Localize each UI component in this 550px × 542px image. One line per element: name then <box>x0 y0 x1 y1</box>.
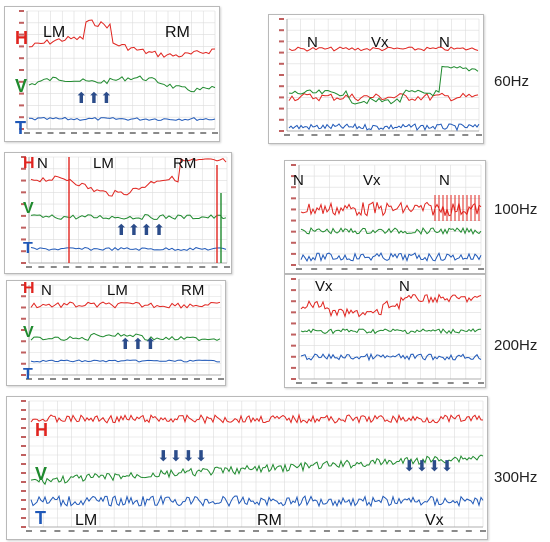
marker-vx: Vx <box>425 512 444 529</box>
t-trace <box>300 251 482 263</box>
trace-panel-100hz-right: N Vx N <box>284 160 486 274</box>
trace-plot <box>291 164 484 270</box>
v-trace <box>30 332 221 342</box>
h-trace <box>30 413 484 425</box>
v-trace <box>300 226 482 236</box>
arrow-markers-right: ⬇⬇⬇⬇ <box>403 458 454 475</box>
trace-panel-200hz-right: Vx N <box>284 274 486 388</box>
channel-label-v: V <box>15 76 28 96</box>
trace-plot <box>279 18 482 136</box>
channel-label-v: V <box>35 464 48 484</box>
frequency-label-300hz: 300Hz <box>494 469 538 486</box>
v-trace <box>30 213 227 221</box>
trace-panel-60hz-right: N Vx N <box>268 14 484 144</box>
frequency-label-200hz: 200Hz <box>494 337 538 354</box>
trace-plot <box>19 10 218 134</box>
trace-plot <box>21 284 224 380</box>
channel-label-t: T <box>23 366 33 383</box>
marker-n: N <box>37 155 48 172</box>
marker-rm: RM <box>257 512 282 529</box>
marker-lm: LM <box>43 24 66 41</box>
t-trace <box>30 494 484 508</box>
marker-n: N <box>399 278 410 295</box>
h-trace <box>28 19 216 58</box>
v-trace <box>28 75 216 93</box>
channel-label-t: T <box>15 118 26 138</box>
marker-lm: LM <box>93 155 114 172</box>
channel-label-h: H <box>35 420 48 440</box>
marker-n: N <box>307 34 318 51</box>
frequency-label-60hz: 60Hz <box>494 73 530 90</box>
trace-panel-200hz-left: H V T N LM RM ⬆⬆⬆ <box>6 280 226 386</box>
trace-plot <box>291 278 484 384</box>
channel-label-t: T <box>35 508 46 528</box>
channel-label-v: V <box>23 324 34 341</box>
trace-plot <box>21 156 230 268</box>
h-trace <box>288 46 479 52</box>
h-trace <box>30 301 221 309</box>
marker-vx: Vx <box>371 34 389 51</box>
marker-vx: Vx <box>363 172 381 189</box>
t-trace <box>300 352 482 362</box>
arrow-markers-left: ⬇⬇⬇⬇ <box>157 448 208 465</box>
arrow-markers: ⬆⬆⬆ <box>75 90 113 107</box>
marker-n: N <box>439 34 450 51</box>
trace-panel-60hz-left: H V T LM RM ⬆⬆⬆ <box>4 6 220 142</box>
marker-lm: LM <box>75 512 98 529</box>
grid <box>298 164 482 266</box>
t-trace <box>28 116 216 122</box>
t-trace <box>30 246 227 252</box>
v-trace <box>300 328 482 335</box>
t-trace <box>288 123 480 132</box>
v-trace <box>288 65 479 105</box>
t-trace <box>30 359 220 363</box>
channel-label-h: H <box>15 28 28 48</box>
marker-n: N <box>439 172 450 189</box>
h-trace <box>300 293 482 318</box>
trace-panel-100hz-left: H V T N LM RM ⬆⬆⬆⬆ <box>4 152 232 274</box>
trace-panel-300hz: H V T LM RM Vx ⬇⬇⬇⬇ ⬇⬇⬇⬇ <box>6 396 488 540</box>
channel-label-v: V <box>23 200 34 217</box>
frequency-label-100hz: 100Hz <box>494 201 538 218</box>
marker-n: N <box>293 172 304 189</box>
v-trace <box>30 454 484 486</box>
channel-label-h: H <box>23 155 35 172</box>
h-trace <box>30 157 227 197</box>
marker-lm: LM <box>107 282 128 299</box>
arrow-markers: ⬆⬆⬆ <box>119 336 157 353</box>
marker-rm: RM <box>181 282 205 299</box>
channel-label-h: H <box>23 280 35 297</box>
arrow-markers: ⬆⬆⬆⬆ <box>115 222 166 239</box>
marker-vx: Vx <box>315 278 333 295</box>
marker-rm: RM <box>173 155 197 172</box>
marker-n: N <box>41 282 52 299</box>
marker-rm: RM <box>165 24 190 41</box>
h-trace <box>300 201 482 217</box>
channel-label-t: T <box>23 240 33 257</box>
grid <box>28 156 228 264</box>
trace-plot <box>21 400 486 532</box>
h-trace-low <box>288 92 479 102</box>
grid <box>26 10 216 130</box>
